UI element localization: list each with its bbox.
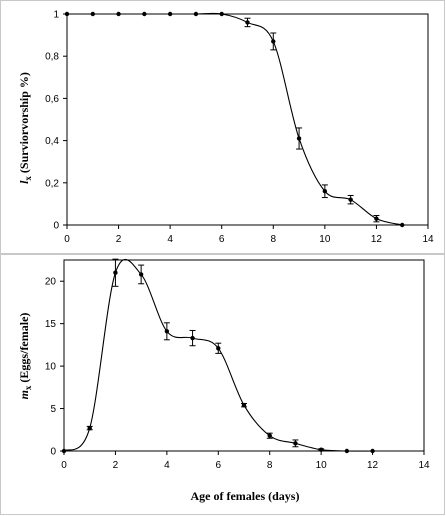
survivorship-data-point	[219, 11, 224, 17]
survivorship-data-point	[193, 11, 199, 17]
survivorship-data-point	[167, 11, 173, 17]
fecundity-x-tick-label: 12	[367, 460, 379, 471]
fecundity-data-point	[344, 448, 350, 454]
survivorship-chart: 0 2 4 6 8 10 12 14 0 0,2 0,4 0,6 0,8 1	[45, 10, 434, 246]
fecundity-y-subscript: x	[23, 385, 33, 390]
fecundity-x-tick-label: 10	[316, 460, 328, 471]
survivorship-x-tick-label: 10	[319, 234, 331, 245]
survivorship-y-label: (Surviorvorship %)	[17, 72, 31, 176]
survivorship-y-tick-label: 0,2	[45, 178, 59, 189]
fecundity-x-tick-label: 8	[267, 460, 273, 471]
fecundity-y-symbol: m	[17, 390, 31, 399]
survivorship-y-tick-label: 0,4	[45, 136, 59, 147]
fecundity-data-point	[318, 447, 324, 452]
fecundity-data-point	[241, 402, 247, 408]
survivorship-data-point	[245, 20, 250, 25]
survivorship-y-tick-label: 0,6	[45, 94, 59, 105]
fecundity-y-tick-label: 15	[45, 319, 57, 330]
survivorship-x-tick-label: 4	[167, 234, 173, 245]
fecundity-data-point	[61, 448, 67, 454]
fecundity-y-tick-label: 5	[50, 404, 56, 415]
fecundity-chart: 0 2 4 6 8 10 12 14 0 5 10 15 20	[45, 258, 430, 471]
fecundity-data-point	[293, 441, 298, 446]
fecundity-data-point	[267, 433, 272, 438]
x-axis-title: Age of females (days)	[191, 489, 300, 503]
survivorship-data-point	[90, 11, 95, 17]
fecundity-x-tick-label: 14	[418, 460, 430, 471]
fecundity-data-point	[138, 272, 144, 277]
fecundity-y-label: (Eggs/female)	[17, 313, 31, 386]
survivorship-y-tick-label: 0	[53, 221, 59, 232]
fecundity-data-point	[113, 270, 118, 275]
survivorship-plot-area	[66, 13, 429, 226]
survivorship-y-symbol: l	[17, 180, 31, 184]
fecundity-data-point	[216, 346, 221, 351]
survivorship-x-tick-label: 8	[271, 234, 277, 245]
survivorship-data-point	[296, 136, 302, 141]
survivorship-x-tick-label: 14	[422, 234, 434, 245]
fecundity-x-tick-label: 0	[61, 460, 67, 471]
survivorship-data-point	[374, 216, 379, 221]
survivorship-x-tick-label: 0	[64, 234, 70, 245]
fecundity-plot-area	[63, 259, 425, 452]
fecundity-x-tick-label: 6	[216, 460, 222, 471]
fecundity-data-point	[164, 329, 170, 334]
fecundity-y-tick-label: 10	[45, 362, 57, 373]
survivorship-y-axis-title: lx (Surviorvorship %)	[17, 72, 33, 184]
survivorship-y-subscript: x	[23, 176, 33, 181]
survivorship-y-tick-label: 0,8	[45, 52, 59, 63]
survivorship-data-point	[64, 11, 70, 17]
fecundity-y-tick-label: 0	[50, 447, 56, 458]
survivorship-data-point	[142, 11, 147, 17]
fecundity-x-tick-label: 2	[113, 460, 119, 471]
fecundity-data-point	[370, 448, 375, 454]
fecundity-y-tick-label: 20	[45, 277, 57, 288]
fecundity-y-axis-title: mx (Eggs/female)	[17, 313, 33, 400]
survivorship-y-tick-label: 1	[53, 10, 59, 21]
survivorship-data-point	[116, 11, 121, 17]
fecundity-data-point	[190, 335, 195, 341]
fecundity-x-tick-label: 4	[164, 460, 170, 471]
survivorship-data-point	[348, 197, 353, 202]
survivorship-data-point	[271, 39, 276, 44]
survivorship-x-tick-label: 6	[219, 234, 225, 245]
fecundity-data-point	[87, 425, 92, 431]
survivorship-series-line	[67, 12, 403, 226]
survivorship-x-tick-label: 12	[371, 234, 383, 245]
survivorship-data-point	[322, 189, 328, 194]
survivorship-data-point	[400, 222, 405, 228]
survivorship-x-tick-label: 2	[116, 234, 122, 245]
